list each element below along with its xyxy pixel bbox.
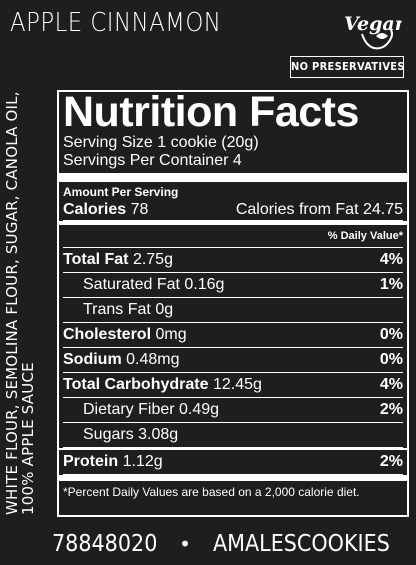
contact-bar: 78848020 • AMALESCOOKIES bbox=[46, 529, 406, 559]
thick-divider bbox=[59, 173, 407, 182]
nutrient-row-total-fat: Total Fat 2.75g 4% bbox=[63, 248, 403, 273]
nutrient-dv: 4% bbox=[379, 376, 403, 393]
nutrient-row-trans-fat: Trans Fat 0g bbox=[63, 298, 403, 323]
nutrient-amount: 0.48mg bbox=[126, 351, 180, 368]
daily-value-footnote: *Percent Daily Values are based on a 2,0… bbox=[63, 485, 360, 499]
nutrient-label: Protein bbox=[63, 453, 119, 470]
nutrient-amount: 3.08g bbox=[138, 426, 179, 443]
nutrient-amount: 1.12g bbox=[122, 453, 163, 470]
nutrient-label: Sodium bbox=[63, 351, 122, 368]
nutrient-row-saturated-fat: Saturated Fat 0.16g 1% bbox=[63, 273, 403, 298]
no-preservatives-badge: NO PRESERVATIVES bbox=[290, 56, 404, 78]
nutrient-amount: 0mg bbox=[155, 326, 187, 343]
daily-value-header: % Daily Value* bbox=[63, 225, 403, 248]
medium-divider bbox=[59, 448, 407, 450]
nutrient-label: Dietary Fiber bbox=[83, 401, 175, 418]
nutrient-row-sodium: Sodium 0.48mg 0% bbox=[63, 348, 403, 373]
calories-label: Calories bbox=[63, 201, 127, 218]
nutrient-dv: 1% bbox=[379, 276, 403, 293]
nutrient-dv: 4% bbox=[379, 251, 403, 268]
vegan-badge: Vegan bbox=[340, 6, 409, 52]
calories-value: 78 bbox=[130, 201, 149, 218]
nutrient-row-sugars: Sugars 3.08g bbox=[63, 423, 403, 448]
nutrient-dv: 0% bbox=[379, 351, 403, 368]
nutrient-dv: 0% bbox=[379, 326, 403, 343]
nutrition-facts-title: Nutrition Facts bbox=[63, 88, 359, 136]
nutrient-row-cholesterol: Cholesterol 0mg 0% bbox=[63, 323, 403, 348]
nutrient-row-total-carbohydrate: Total Carbohydrate 12.45g 4% bbox=[63, 373, 403, 398]
nutrient-row-protein: Protein 1.12g 2% bbox=[63, 450, 403, 475]
calories-from-fat: Calories from Fat 24.75 bbox=[235, 201, 403, 218]
nutrient-amount: 0.49g bbox=[179, 401, 220, 418]
nutrient-amount: 0g bbox=[155, 301, 174, 318]
servings-per-container: Servings Per Container 4 bbox=[63, 152, 242, 169]
nutrition-facts-panel: Nutrition Facts Serving Size 1 cookie (2… bbox=[57, 90, 409, 517]
amount-per-serving: Amount Per Serving bbox=[63, 185, 179, 199]
thick-divider bbox=[59, 475, 407, 481]
nutrient-amount: 2.75g bbox=[132, 251, 173, 268]
nutrient-dv: 2% bbox=[379, 453, 403, 470]
nutrient-label: Total Carbohydrate bbox=[63, 376, 209, 393]
medium-divider bbox=[59, 221, 407, 225]
serving-size: Serving Size 1 cookie (20g) bbox=[63, 134, 259, 151]
nutrient-label: Total Fat bbox=[63, 251, 129, 268]
vegan-logo: Vegan bbox=[344, 13, 409, 50]
product-title: APPLE CINNAMON bbox=[10, 8, 222, 38]
nutrient-label: Sugars bbox=[83, 426, 134, 443]
phone-number[interactable]: 78848020 bbox=[52, 531, 158, 557]
social-handle[interactable]: AMALESCOOKIES bbox=[212, 531, 390, 557]
nutrient-label: Saturated Fat bbox=[83, 276, 180, 293]
nutrient-label: Trans Fat bbox=[83, 301, 151, 318]
nutrient-row-dietary-fiber: Dietary Fiber 0.49g 2% bbox=[63, 398, 403, 423]
nutrient-label: Cholesterol bbox=[63, 326, 152, 343]
ingredients-block: WHITE FLOUR, SEMOLINA FLOUR, SUGAR, CANO… bbox=[0, 90, 50, 530]
separator-bullet: • bbox=[179, 532, 191, 556]
vegan-logo-text: Vegan bbox=[344, 13, 402, 35]
nutrient-amount: 0.16g bbox=[184, 276, 225, 293]
nutrient-dv: 2% bbox=[379, 401, 403, 418]
calories-row: Calories 78 Calories from Fat 24.75 bbox=[63, 200, 403, 221]
ingredients-text: WHITE FLOUR, SEMOLINA FLOUR, SUGAR, CANO… bbox=[3, 91, 37, 515]
nutrient-amount: 12.45g bbox=[212, 376, 262, 393]
